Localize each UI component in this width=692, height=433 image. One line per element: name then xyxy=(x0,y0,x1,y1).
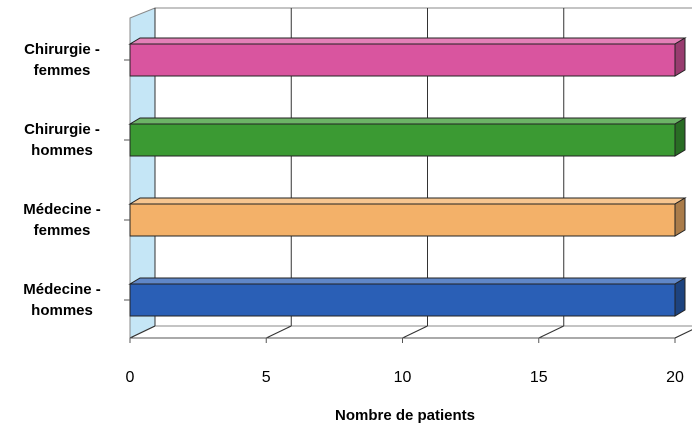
category-label-0-line-0: Chirurgie - xyxy=(24,41,100,58)
bar-2 xyxy=(128,197,687,237)
bar-top-2 xyxy=(128,197,687,205)
bar-side-2 xyxy=(674,197,686,237)
category-label-3-line-1: hommes xyxy=(31,302,93,319)
chart-x-ticks: 0 5 10 15 20 xyxy=(126,337,684,386)
category-label-1-line-0: Chirurgie - xyxy=(24,121,100,138)
category-label-2-line-0: Médecine - xyxy=(23,201,101,218)
bar-0 xyxy=(128,37,687,77)
x-tick-label-1: 5 xyxy=(262,369,271,386)
category-label-3-line-0: Médecine - xyxy=(23,281,101,298)
category-label-0-line-1: femmes xyxy=(34,62,91,79)
bar-3 xyxy=(128,277,687,317)
floor-gridline-3 xyxy=(538,325,564,339)
bar-1 xyxy=(128,117,687,157)
x-axis-title: Nombre de patients xyxy=(335,407,475,424)
floor-gridline-2 xyxy=(402,325,428,339)
x-tick-label-4: 20 xyxy=(666,369,684,386)
bar-top-1 xyxy=(128,117,687,125)
category-label-2: Médecine - femmes xyxy=(23,201,101,239)
category-label-1: Chirurgie - hommes xyxy=(24,121,100,159)
floor-gridline-4 xyxy=(674,329,692,339)
chart-floor xyxy=(129,325,692,339)
bar-side-1 xyxy=(674,117,686,157)
x-tick-label-0: 0 xyxy=(126,369,135,386)
bar-side-3 xyxy=(674,277,686,317)
chart-bars xyxy=(128,37,687,317)
x-tick-label-3: 15 xyxy=(530,369,548,386)
bar-front-2 xyxy=(129,203,676,237)
category-label-0: Chirurgie - femmes xyxy=(24,41,100,79)
bar-top-0 xyxy=(128,37,687,45)
x-tick-label-2: 10 xyxy=(394,369,412,386)
bar-front-0 xyxy=(129,43,676,77)
bar-front-3 xyxy=(129,283,676,317)
bar-top-3 xyxy=(128,277,687,285)
category-label-1-line-1: hommes xyxy=(31,142,93,159)
category-label-2-line-1: femmes xyxy=(34,222,91,239)
bar-front-1 xyxy=(129,123,676,157)
floor-gridline-0 xyxy=(129,325,156,339)
floor-gridline-1 xyxy=(266,325,292,339)
category-label-3: Médecine - hommes xyxy=(23,281,101,319)
bar-side-0 xyxy=(674,37,686,77)
